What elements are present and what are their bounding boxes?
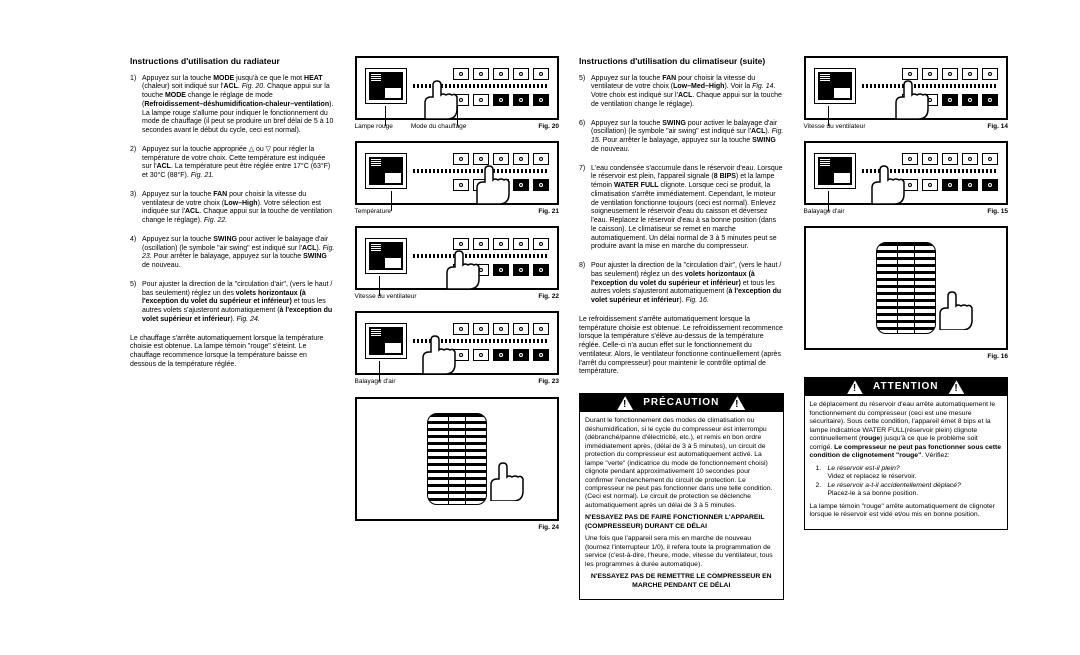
warning-icon <box>729 396 745 410</box>
fig-21: TempératureFig. 21 <box>355 141 560 216</box>
column-2-figures: Lampe rouge Mode du chauffage Fig. 20 Te… <box>355 56 560 625</box>
hand-icon <box>934 290 982 330</box>
hand-icon <box>485 461 533 501</box>
warning-icon <box>617 396 633 410</box>
heading-radiateur: Instructions d'utilisation du radiateur <box>130 56 335 67</box>
louvers-icon <box>876 242 936 334</box>
step-1: 1) Appuyez sur la touche MODE jusqu'à ce… <box>130 75 335 136</box>
fig-16: Fig. 16 <box>804 226 1009 361</box>
fig-15: Balayage d'airFig. 15 <box>804 141 1009 216</box>
hand-icon <box>866 164 914 204</box>
step-8c: 8) Pour ajuster la direction de la "circ… <box>579 262 784 306</box>
warning-icon <box>948 380 964 394</box>
closing-note-c: Le refroidissement s'arrête automatiquem… <box>579 316 784 377</box>
hand-icon <box>417 334 465 374</box>
louvers-icon <box>427 413 487 505</box>
hand-icon <box>419 79 467 119</box>
fig-14: Vitesse du ventilateurFig. 14 <box>804 56 1009 131</box>
step-5c: 5) Appuyez sur la touche FAN pour choisi… <box>579 75 784 110</box>
step-5: 5) Pour ajuster la direction de la "circ… <box>130 281 335 325</box>
fig-24: Fig. 24 <box>355 397 560 532</box>
closing-note: Le chauffage s'arrête automatiquement lo… <box>130 335 335 370</box>
precaution-box: PRÉCAUTION Durant le fonctionnement des … <box>579 393 784 600</box>
fig-23: Balayage d'airFig. 23 <box>355 311 560 386</box>
step-6c: 6) Appuyez sur la touche SWING pour acti… <box>579 120 784 155</box>
step-7c: 7) L'eau condensée s'accumule dans le ré… <box>579 165 784 253</box>
attention-box: ATTENTION Le déplacement du réservoir d'… <box>804 377 1009 529</box>
column-4-figures: Vitesse du ventilateurFig. 14 Balayage d… <box>804 56 1009 625</box>
fig-22: Vitesse du ventilateurFig. 22 <box>355 226 560 301</box>
hand-icon <box>890 79 938 119</box>
column-3-text: Instructions d'utilisation du climatiseu… <box>579 56 784 625</box>
step-4: 4) Appuyez sur la touche SWING pour acti… <box>130 236 335 271</box>
fig-20: Lampe rouge Mode du chauffage Fig. 20 <box>355 56 560 131</box>
heading-climatiseur: Instructions d'utilisation du climatiseu… <box>579 56 784 67</box>
hand-icon <box>441 249 489 289</box>
column-1-text: Instructions d'utilisation du radiateur … <box>130 56 335 625</box>
step-2: 2) Appuyez sur la touche appropriée △ ou… <box>130 146 335 181</box>
hand-icon <box>471 164 519 204</box>
warning-icon <box>847 380 863 394</box>
step-3: 3) Appuyez sur la touche FAN pour choisi… <box>130 191 335 226</box>
